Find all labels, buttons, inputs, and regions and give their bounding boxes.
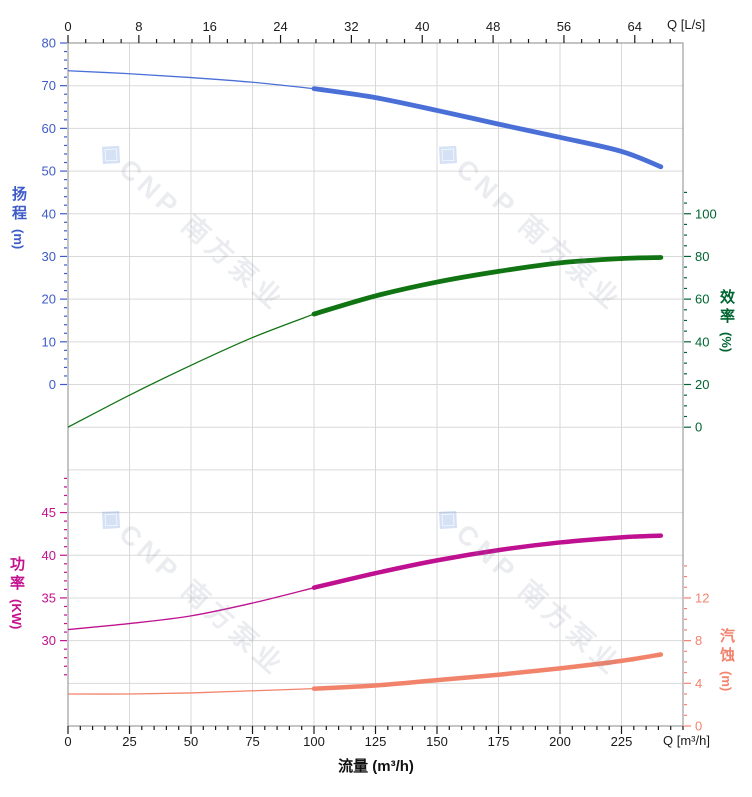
top-axis-tick-label: 40 [415, 19, 429, 34]
npsh-axis-tick-label: 4 [695, 676, 702, 691]
head-axis-tick-label: 30 [42, 249, 56, 264]
bottom-axis-tick-label: 175 [488, 734, 510, 749]
bottom-axis-tick-label: 125 [365, 734, 387, 749]
npsh-curve-thick [311, 652, 664, 691]
bottom-axis-unit-label: Q [m³/h] [663, 733, 710, 748]
efficiency-axis-tick-label: 0 [695, 420, 702, 435]
axes-layer [60, 35, 691, 734]
flow-axis-title: 流量 (m³/h) [338, 758, 414, 775]
efficiency-curve-thick [311, 255, 664, 317]
top-axis-tick-label: 24 [273, 19, 287, 34]
npsh-axis-title: 汽蚀 (m) [716, 628, 737, 691]
npsh-axis-title-text: 汽蚀 [718, 628, 735, 666]
power-axis-title-text: 功率 [8, 556, 25, 594]
npsh-curve-thin [67, 687, 315, 695]
efficiency-axis-title: 效率 (%) [716, 289, 737, 352]
curves-layer [67, 70, 664, 695]
efficiency-axis-tick-label: 60 [695, 292, 709, 307]
top-axis-tick-label: 0 [64, 19, 71, 34]
npsh-axis-tick-label: 8 [695, 633, 702, 648]
bottom-axis-tick-label: 100 [303, 734, 325, 749]
power-axis-tick-label: 30 [42, 633, 56, 648]
top-axis-unit-label: Q [L/s] [667, 17, 706, 32]
power-axis-tick-label: 45 [42, 505, 56, 520]
efficiency-axis-tick-label: 100 [695, 206, 717, 221]
bottom-axis-tick-label: 150 [426, 734, 448, 749]
head-curve-thick [311, 86, 664, 170]
top-axis-tick-label: 48 [486, 19, 500, 34]
tick-label-layer: 0 8 16 24 32 40 48 56 640 25 50 75 100 125 150 175 200 22… [42, 19, 717, 749]
power-curve-thin [67, 587, 315, 631]
power-curve-thick [311, 533, 664, 590]
head-axis-tick-label: 0 [49, 377, 56, 392]
top-axis-tick-label: 32 [344, 19, 358, 34]
bottom-axis-tick-label: 200 [549, 734, 571, 749]
bottom-axis-tick-label: 75 [245, 734, 259, 749]
head-axis-tick-label: 80 [42, 36, 56, 51]
npsh-axis-tick-label: 12 [695, 590, 709, 605]
head-axis-title-text: 扬程 [10, 186, 27, 224]
head-axis-tick-label: 50 [42, 164, 56, 179]
efficiency-curve-thin [67, 313, 315, 428]
efficiency-axis-tick-label: 80 [695, 249, 709, 264]
bottom-axis-tick-label: 50 [184, 734, 198, 749]
bottom-axis-tick-label: 0 [64, 734, 71, 749]
power-axis-tick-label: 35 [42, 590, 56, 605]
head-curve-thin [67, 70, 315, 90]
head-axis-unit: (m) [11, 229, 26, 250]
head-axis-tick-label: 40 [42, 206, 56, 221]
top-axis-tick-label: 56 [557, 19, 571, 34]
head-axis-tick-label: 10 [42, 334, 56, 349]
top-axis-tick-label: 8 [135, 19, 142, 34]
head-axis-title: 扬程 (m) [8, 186, 29, 249]
efficiency-axis-title-text: 效率 [718, 289, 735, 327]
head-axis-tick-label: 20 [42, 292, 56, 307]
efficiency-axis-tick-label: 40 [695, 334, 709, 349]
bottom-axis-tick-label: 225 [611, 734, 633, 749]
npsh-axis-tick-label: 0 [695, 719, 702, 734]
efficiency-axis-tick-label: 20 [695, 377, 709, 392]
npsh-axis-unit: (m) [719, 671, 734, 692]
power-axis-unit: (KW) [9, 599, 24, 630]
top-axis-tick-label: 64 [628, 19, 642, 34]
power-axis-title: 功率 (KW) [6, 556, 27, 629]
top-axis-tick-label: 16 [202, 19, 216, 34]
power-axis-tick-label: 40 [42, 548, 56, 563]
head-axis-tick-label: 70 [42, 78, 56, 93]
head-axis-tick-label: 60 [42, 121, 56, 136]
bottom-axis-tick-label: 25 [122, 734, 136, 749]
efficiency-axis-unit: (%) [719, 332, 734, 353]
